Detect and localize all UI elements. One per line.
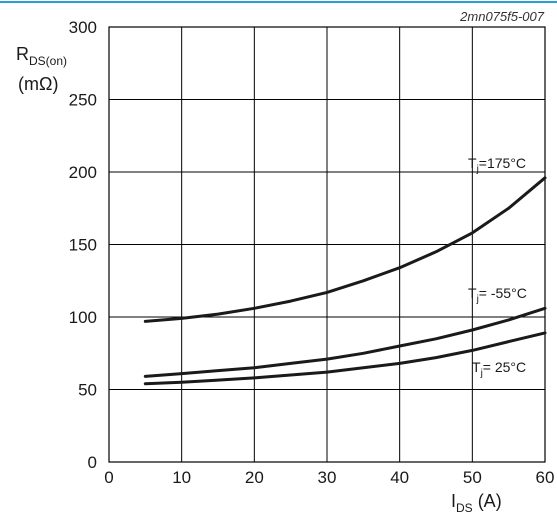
- x-tick-label: 60: [536, 468, 555, 487]
- series-label-3: Tj= 25°C: [472, 359, 526, 379]
- y-tick-label: 150: [69, 236, 97, 255]
- tick-labels: 0 10 20 30 40 50 60 0 50 100 150 200 250 300: [69, 18, 555, 487]
- series-label-1: Tj=175°C: [468, 155, 526, 175]
- x-tick-label: 50: [463, 468, 482, 487]
- x-axis-title-main: I: [451, 491, 456, 511]
- x-tick-label: 10: [172, 468, 191, 487]
- y-tick-label: 300: [69, 18, 97, 37]
- y-tick-label: 100: [69, 308, 97, 327]
- y-axis-title-sub: DS(on): [29, 54, 67, 68]
- x-axis-title: IDS (A): [451, 491, 502, 515]
- x-axis-title-unit: (A): [473, 491, 502, 511]
- y-tick-label: 250: [69, 91, 97, 110]
- x-tick-label: 20: [245, 468, 264, 487]
- figure-id: 2mn075f5-007: [459, 9, 545, 24]
- series-labels: Tj=175°C Tj= -55°C Tj= 25°C: [468, 155, 527, 379]
- series-line-3: [143, 331, 547, 386]
- x-axis-title-sub: DS: [456, 501, 473, 515]
- plot-frame: [108, 26, 546, 463]
- series-label-2: Tj= -55°C: [468, 285, 527, 305]
- y-tick-label: 50: [78, 381, 97, 400]
- y-axis-unit: (mΩ): [18, 74, 58, 94]
- grid: [108, 26, 546, 463]
- series-line-1: [143, 176, 547, 323]
- y-tick-label: 200: [69, 163, 97, 182]
- series-line-2: [143, 306, 547, 378]
- y-axis-title: RDS(on): [16, 44, 67, 68]
- x-tick-label: 0: [104, 468, 113, 487]
- series: [143, 176, 547, 386]
- x-tick-label: 40: [390, 468, 409, 487]
- y-tick-label: 0: [88, 453, 97, 472]
- x-tick-label: 30: [318, 468, 337, 487]
- y-axis-title-main: R: [16, 44, 29, 64]
